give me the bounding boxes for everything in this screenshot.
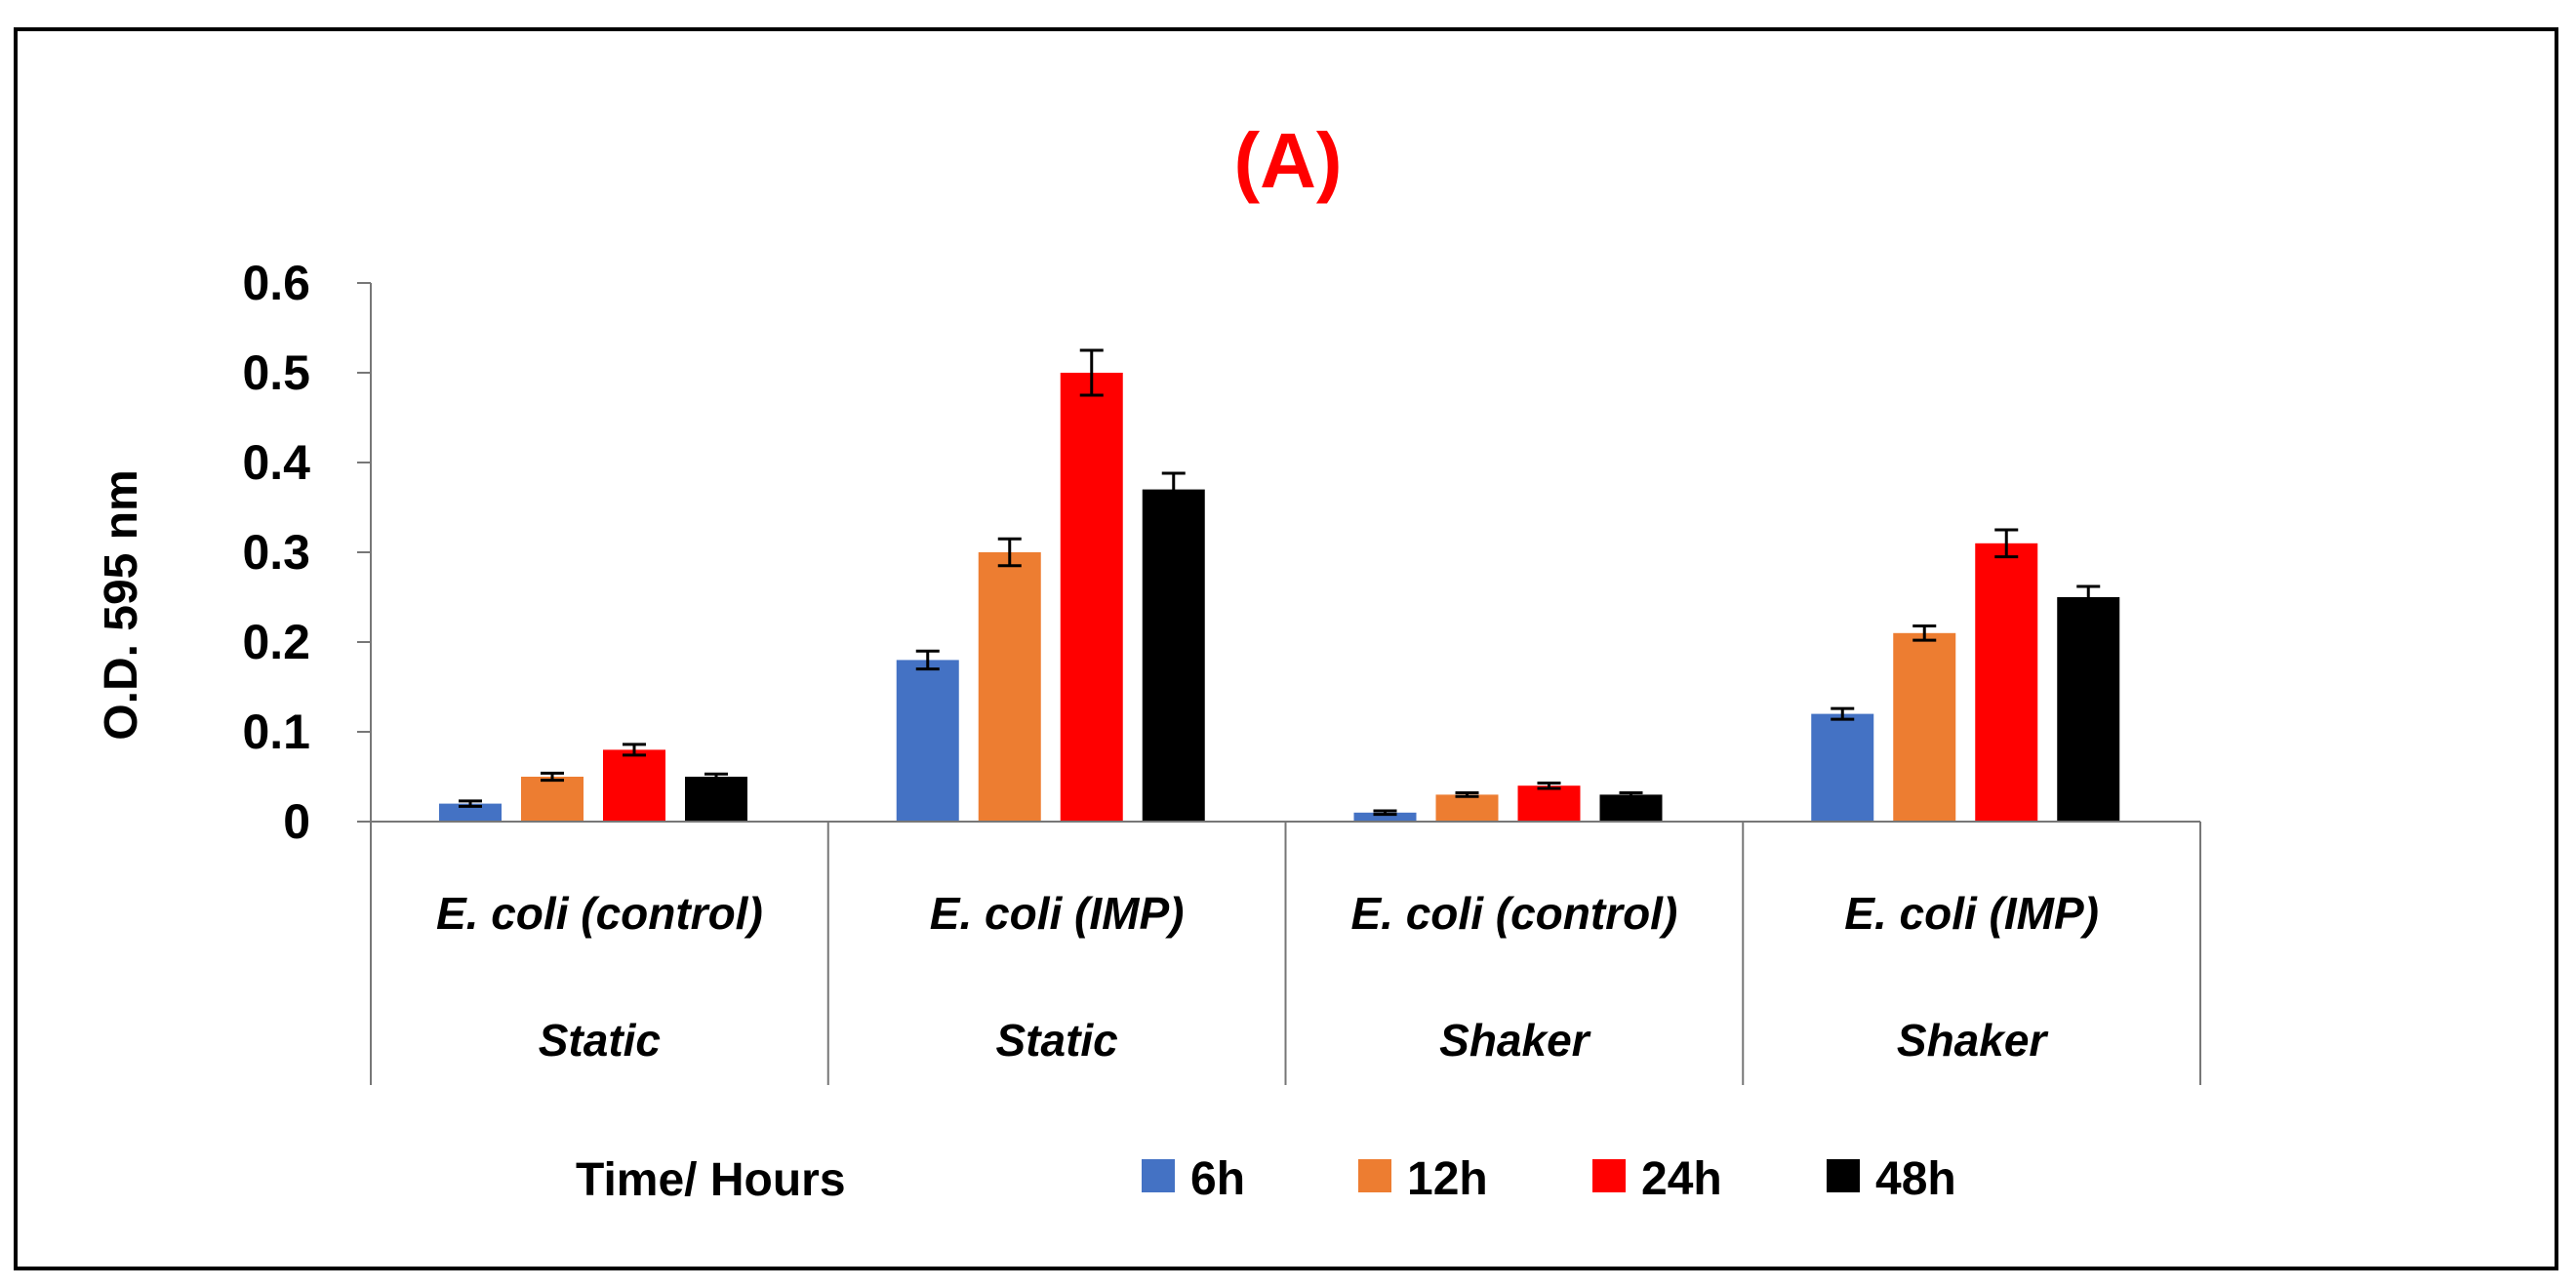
legend-swatch bbox=[1142, 1159, 1175, 1192]
error-bar-24h-2 bbox=[1079, 348, 1104, 397]
group-label: Static bbox=[995, 1015, 1117, 1066]
error-bar-48h-2 bbox=[1161, 471, 1186, 507]
y-tick-label: 0.1 bbox=[242, 704, 310, 759]
category-label: E. coli (control) bbox=[436, 888, 763, 939]
bar-48h-4 bbox=[2057, 597, 2120, 822]
y-tick-label: 0.2 bbox=[242, 615, 310, 669]
bar-6h-1 bbox=[439, 803, 502, 822]
bar-12h-2 bbox=[978, 552, 1041, 822]
bar-48h-2 bbox=[1142, 489, 1205, 822]
error-bar-12h-2 bbox=[997, 537, 1022, 568]
error-bar-48h-3 bbox=[1619, 791, 1643, 798]
legend-swatch bbox=[1827, 1159, 1860, 1192]
bar-6h-3 bbox=[1353, 812, 1417, 822]
error-bar-12h-1 bbox=[541, 771, 564, 783]
bar-24h-2 bbox=[1060, 373, 1123, 822]
bar-6h-4 bbox=[1811, 713, 1874, 822]
bar-24h-3 bbox=[1517, 785, 1581, 822]
y-tick-label: 0.4 bbox=[242, 435, 310, 490]
category-label: E. coli (IMP) bbox=[930, 888, 1185, 939]
bar-24h-4 bbox=[1975, 543, 2038, 822]
y-axis-ticks: 0 0.1 0.2 0.3 0.4 0.5 0.6 bbox=[242, 256, 372, 849]
error-bar-12h-3 bbox=[1455, 791, 1479, 798]
y-tick-label: 0.3 bbox=[242, 525, 310, 580]
chart-title: (A) bbox=[1233, 117, 1342, 204]
legend: 6h 12h 24h 48h bbox=[1142, 1153, 1956, 1205]
bar-12h-4 bbox=[1893, 632, 1956, 822]
error-bar-24h-3 bbox=[1537, 781, 1561, 790]
error-bar-12h-4 bbox=[1912, 624, 1937, 642]
bar-48h-1 bbox=[685, 777, 747, 822]
category-label: E. coli (control) bbox=[1350, 888, 1677, 939]
x-axis-label: Time/ Hours bbox=[576, 1154, 846, 1206]
error-bar-6h-1 bbox=[459, 799, 482, 808]
legend-swatch bbox=[1592, 1159, 1626, 1192]
error-bar-24h-4 bbox=[1994, 528, 2019, 559]
legend-item-24h: 24h bbox=[1592, 1153, 1722, 1205]
legend-label: 6h bbox=[1190, 1153, 1245, 1205]
y-tick-label: 0.5 bbox=[242, 345, 310, 400]
legend-label: 48h bbox=[1875, 1153, 1956, 1205]
bar-48h-3 bbox=[1599, 794, 1663, 822]
group-label: Static bbox=[539, 1015, 661, 1066]
y-axis-label: O.D. 595 nm bbox=[96, 469, 147, 740]
y-tick-label: 0.6 bbox=[242, 256, 310, 310]
legend-item-12h: 12h bbox=[1358, 1153, 1488, 1205]
bar-24h-1 bbox=[603, 749, 665, 822]
x-axis: E. coli (control) Static E. coli (IMP) Stat… bbox=[370, 821, 2201, 1085]
plot-area bbox=[439, 348, 2120, 822]
bar-6h-2 bbox=[896, 660, 959, 822]
bar-12h-3 bbox=[1435, 794, 1499, 822]
legend-label: 12h bbox=[1407, 1153, 1488, 1205]
error-bar-6h-4 bbox=[1831, 706, 1855, 721]
error-bar-6h-2 bbox=[915, 649, 940, 671]
legend-item-48h: 48h bbox=[1827, 1153, 1956, 1205]
group-label: Shaker bbox=[1439, 1015, 1591, 1066]
category-label: E. coli (IMP) bbox=[1844, 888, 2099, 939]
legend-label: 24h bbox=[1641, 1153, 1722, 1205]
legend-item-6h: 6h bbox=[1142, 1153, 1245, 1205]
error-bar-24h-1 bbox=[623, 743, 646, 757]
error-bar-6h-3 bbox=[1373, 809, 1397, 817]
error-bar-48h-1 bbox=[704, 772, 728, 782]
bar-12h-1 bbox=[521, 777, 584, 822]
y-tick-label: 0 bbox=[283, 794, 310, 849]
legend-swatch bbox=[1358, 1159, 1391, 1192]
error-bar-48h-4 bbox=[2076, 584, 2101, 610]
group-label: Shaker bbox=[1897, 1015, 2049, 1066]
